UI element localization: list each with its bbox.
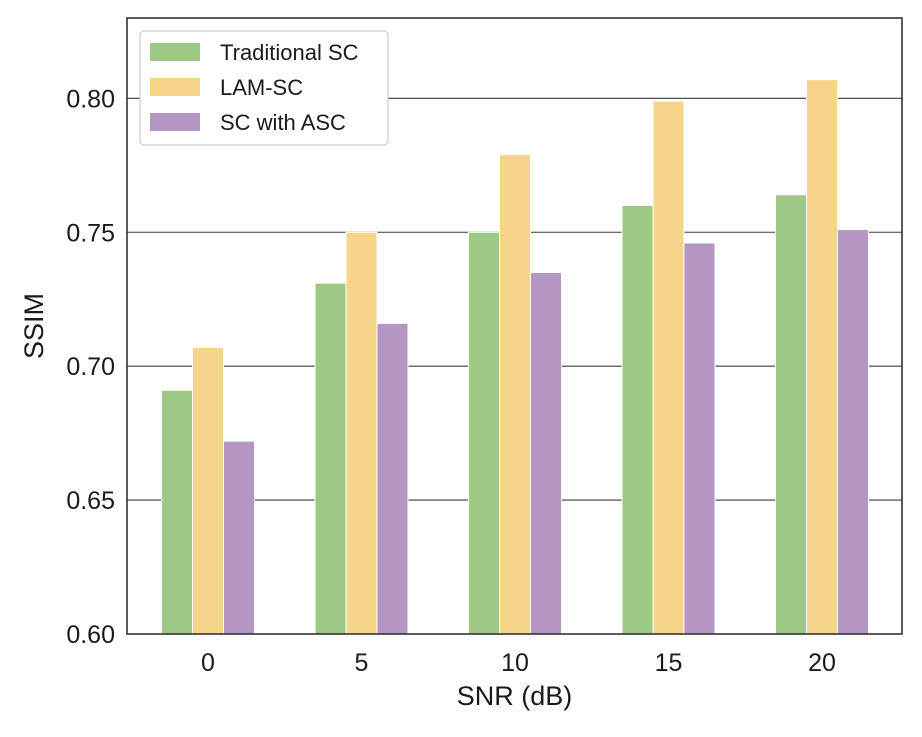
- bar-traditional-sc-snr-5: [314, 282, 347, 635]
- bar-sc-with-asc-snr-5: [376, 322, 409, 635]
- y-tick-label: 0.60: [66, 621, 115, 649]
- bar-sc-with-asc-snr-0: [223, 440, 255, 635]
- legend: Traditional SC LAM-SC SC with ASC: [139, 30, 389, 146]
- legend-swatch-sc-with-asc: [150, 113, 200, 131]
- y-axis-ticks: 0.60 0.65 0.70 0.75 0.80: [66, 85, 115, 649]
- bar-traditional-sc-snr-20: [775, 194, 807, 635]
- bar-traditional-sc-snr-10: [468, 231, 500, 635]
- bar-lam-sc-snr-20: [806, 79, 838, 635]
- x-tick-label: 20: [808, 649, 836, 677]
- bar-traditional-sc-snr-15: [621, 204, 654, 635]
- bar-sc-with-asc-snr-15: [683, 242, 716, 635]
- bar-sc-with-asc-snr-10: [530, 271, 562, 635]
- bar-traditional-sc-snr-0: [161, 389, 193, 635]
- bar-lam-sc-snr-15: [652, 100, 685, 635]
- legend-label-lam-sc: LAM-SC: [220, 75, 303, 100]
- y-tick-label: 0.70: [66, 353, 115, 381]
- x-tick-label: 0: [201, 649, 215, 677]
- x-axis-label: SNR (dB): [457, 681, 573, 711]
- x-tick-label: 10: [501, 649, 529, 677]
- legend-box: [139, 30, 389, 146]
- bars: [161, 79, 869, 635]
- x-axis-ticks: 0 5 10 15 20: [201, 649, 836, 677]
- y-tick-label: 0.65: [66, 487, 115, 515]
- y-tick-label: 0.80: [66, 85, 115, 113]
- x-tick-label: 5: [355, 649, 369, 677]
- plot-area-frame: [126, 17, 903, 635]
- bar-lam-sc-snr-0: [192, 346, 224, 635]
- x-tick-label: 15: [655, 649, 683, 677]
- bar-lam-sc-snr-10: [499, 154, 531, 635]
- y-axis-label: SSIM: [19, 293, 49, 359]
- legend-label-sc-with-asc: SC with ASC: [220, 110, 346, 135]
- y-tick-label: 0.75: [66, 219, 115, 247]
- legend-swatch-traditional-sc: [150, 43, 200, 61]
- legend-label-traditional-sc: Traditional SC: [220, 40, 359, 65]
- legend-swatch-lam-sc: [150, 78, 200, 96]
- bar-sc-with-asc-snr-20: [837, 229, 869, 635]
- bar-lam-sc-snr-5: [345, 231, 378, 635]
